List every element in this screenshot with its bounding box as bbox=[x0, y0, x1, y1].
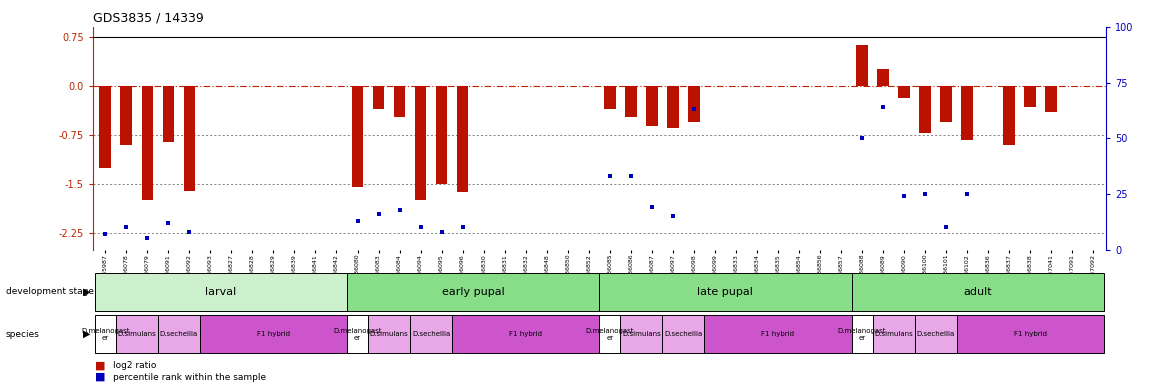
Bar bbox=[940, 86, 952, 122]
Text: development stage: development stage bbox=[6, 287, 94, 296]
Bar bbox=[667, 86, 679, 128]
Bar bbox=[120, 86, 132, 145]
Bar bbox=[625, 86, 637, 117]
Bar bbox=[662, 315, 704, 353]
Text: ■: ■ bbox=[95, 372, 105, 382]
Bar bbox=[919, 86, 931, 133]
Bar bbox=[856, 45, 867, 86]
Bar bbox=[704, 315, 851, 353]
Bar bbox=[899, 86, 910, 98]
Bar bbox=[394, 86, 405, 117]
Bar bbox=[162, 86, 174, 142]
Bar bbox=[95, 315, 116, 353]
Bar bbox=[100, 86, 111, 168]
Text: ▶: ▶ bbox=[83, 287, 90, 297]
Text: D.sechellia: D.sechellia bbox=[160, 331, 198, 337]
Text: D.sechellia: D.sechellia bbox=[412, 331, 450, 337]
Bar bbox=[600, 273, 851, 311]
Bar bbox=[604, 86, 616, 109]
Bar bbox=[1004, 86, 1014, 145]
Text: late pupal: late pupal bbox=[697, 287, 754, 297]
Text: D.melanogast
er: D.melanogast er bbox=[586, 328, 635, 341]
Text: GDS3835 / 14339: GDS3835 / 14339 bbox=[93, 11, 204, 24]
Text: D.melanogast
er: D.melanogast er bbox=[81, 328, 130, 341]
Text: F1 hybrid: F1 hybrid bbox=[1013, 331, 1047, 337]
Text: D.sechellia: D.sechellia bbox=[916, 331, 954, 337]
Bar bbox=[95, 273, 347, 311]
Bar bbox=[141, 86, 153, 200]
Bar bbox=[157, 315, 200, 353]
Bar bbox=[1046, 86, 1057, 112]
Bar bbox=[957, 315, 1104, 353]
Bar bbox=[688, 86, 699, 122]
Bar bbox=[184, 86, 195, 190]
Text: ■: ■ bbox=[95, 361, 105, 371]
Text: log2 ratio: log2 ratio bbox=[113, 361, 156, 370]
Bar bbox=[352, 86, 364, 187]
Bar bbox=[851, 273, 1104, 311]
Text: larval: larval bbox=[205, 287, 236, 297]
Bar bbox=[457, 86, 468, 192]
Text: F1 hybrid: F1 hybrid bbox=[257, 331, 290, 337]
Bar bbox=[961, 86, 973, 139]
Text: species: species bbox=[6, 329, 39, 339]
Bar bbox=[600, 315, 621, 353]
Bar bbox=[1025, 86, 1036, 107]
Bar bbox=[200, 315, 347, 353]
Text: D.simulans: D.simulans bbox=[117, 331, 156, 337]
Bar bbox=[878, 70, 889, 86]
Bar bbox=[435, 86, 447, 184]
Text: D.melanogast
er: D.melanogast er bbox=[837, 328, 886, 341]
Bar bbox=[872, 315, 915, 353]
Text: D.sechellia: D.sechellia bbox=[665, 331, 703, 337]
Text: F1 hybrid: F1 hybrid bbox=[762, 331, 794, 337]
Bar bbox=[373, 86, 384, 109]
Bar bbox=[851, 315, 872, 353]
Text: D.simulans: D.simulans bbox=[622, 331, 661, 337]
Bar bbox=[415, 86, 426, 200]
Text: D.melanogast
er: D.melanogast er bbox=[334, 328, 382, 341]
Text: D.simulans: D.simulans bbox=[874, 331, 913, 337]
Bar bbox=[116, 315, 157, 353]
Bar bbox=[410, 315, 452, 353]
Bar bbox=[646, 86, 658, 126]
Text: ▶: ▶ bbox=[83, 329, 90, 339]
Bar bbox=[347, 273, 600, 311]
Bar bbox=[368, 315, 410, 353]
Text: adult: adult bbox=[963, 287, 992, 297]
Bar bbox=[347, 315, 368, 353]
Text: early pupal: early pupal bbox=[441, 287, 505, 297]
Text: F1 hybrid: F1 hybrid bbox=[510, 331, 542, 337]
Bar bbox=[452, 315, 599, 353]
Bar bbox=[621, 315, 662, 353]
Bar bbox=[915, 315, 957, 353]
Text: percentile rank within the sample: percentile rank within the sample bbox=[113, 372, 266, 382]
Text: D.simulans: D.simulans bbox=[369, 331, 409, 337]
